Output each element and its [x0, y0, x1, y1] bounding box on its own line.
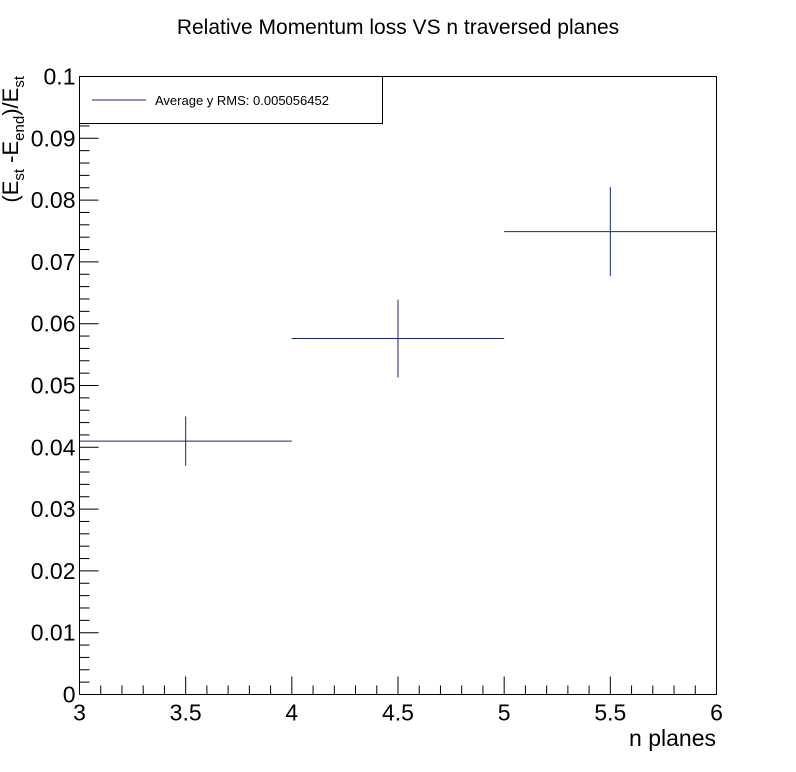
y-label-part-5: )/E — [0, 88, 23, 116]
y-tick-label: 0.08 — [31, 187, 76, 213]
x-axis-label: n planes — [629, 725, 716, 751]
data-point — [291, 299, 505, 378]
y-tick-label: 0.04 — [31, 434, 76, 460]
x-tick-label: 5 — [498, 700, 511, 726]
y-tick-label: 0.06 — [31, 311, 76, 337]
data-point — [504, 187, 717, 277]
y-axis: 0 0.01 0.02 0.03 0.04 0.05 0.06 0.07 0.08 0.09 0.1 — [31, 64, 99, 708]
chart-title: Relative Momentum loss VS n traversed pl… — [177, 16, 619, 39]
x-axis: 3 3.5 4 4.5 5 5.5 6 — [73, 676, 723, 726]
data-series — [79, 187, 717, 466]
y-tick-label: 0.03 — [31, 496, 76, 522]
plot-frame — [79, 76, 717, 695]
x-tick-label: 5.5 — [594, 700, 626, 726]
y-tick-label: 0.01 — [31, 620, 76, 646]
y-label-part-6: st — [11, 75, 28, 88]
svg-text:(Est -Eend)/Est: (Est -Eend)/Est — [0, 75, 28, 202]
x-tick-label: 6 — [710, 700, 723, 726]
y-tick-label: 0.02 — [31, 558, 76, 584]
y-tick-label: 0.05 — [31, 373, 76, 399]
legend-entry-label: Average y RMS: 0.005056452 — [155, 93, 329, 108]
y-tick-label: 0.1 — [44, 64, 76, 90]
y-label-part-3: -E — [0, 141, 23, 169]
y-tick-label: 0 — [63, 682, 76, 708]
y-label-part-4: end — [11, 116, 28, 141]
x-tick-label: 3 — [73, 700, 86, 726]
legend: Average y RMS: 0.005056452 — [79, 76, 383, 124]
y-label-part-2: st — [11, 168, 28, 181]
x-tick-label: 3.5 — [170, 700, 202, 726]
data-point — [79, 416, 292, 466]
x-tick-label: 4 — [285, 700, 298, 726]
y-label-part-1: (E — [0, 181, 23, 203]
y-tick-label: 0.07 — [31, 249, 76, 275]
y-tick-label: 0.09 — [31, 125, 76, 151]
y-axis-label: (Est -Eend)/Est — [0, 75, 28, 202]
x-tick-label: 4.5 — [382, 700, 414, 726]
